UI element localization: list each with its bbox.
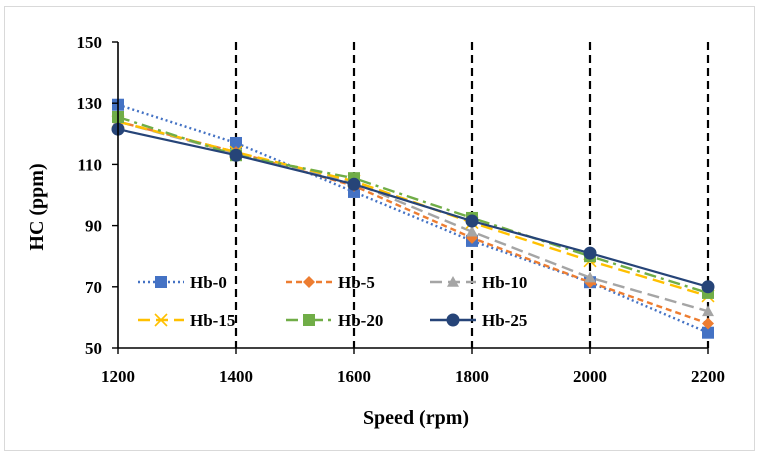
legend-item-hb-0: Hb-0 <box>138 273 227 292</box>
x-tick-label: 1200 <box>101 367 135 386</box>
y-tick-label: 110 <box>77 155 102 174</box>
legend-item-hb-20: Hb-20 <box>286 311 383 330</box>
series-hb-25 <box>111 122 715 294</box>
legend-marker <box>154 313 168 327</box>
axes <box>112 41 709 354</box>
data-point-hb-25 <box>583 246 597 260</box>
y-tick-label: 130 <box>77 94 103 113</box>
y-tick-label: 150 <box>77 33 103 52</box>
tick-labels: 50 70 90 110 130 150 1200 1400 1600 1800 2000 2200 <box>77 33 726 386</box>
legend-marker <box>155 276 167 288</box>
legend-label: Hb-0 <box>190 273 227 292</box>
legend-item-hb-10: Hb-10 <box>430 273 527 292</box>
x-tick-label: 1800 <box>455 367 489 386</box>
legend-item-hb-5: Hb-5 <box>286 273 375 292</box>
data-point-hb-10 <box>702 305 714 317</box>
legend-marker <box>303 276 315 288</box>
y-axis-title: HC (ppm) <box>26 163 48 250</box>
legend-marker <box>446 313 460 327</box>
data-point-hb-25 <box>465 214 479 228</box>
data-point-hb-5 <box>702 317 714 330</box>
series-line-hb-0 <box>117 103 709 334</box>
y-tick-label: 70 <box>85 278 102 297</box>
series-line-hb-25 <box>117 128 709 288</box>
chart-frame <box>4 6 755 451</box>
legend-marker-stroke-b <box>154 313 168 327</box>
data-point-hb-10 <box>584 271 596 283</box>
y-tick-label: 90 <box>85 217 102 236</box>
series-lines <box>111 98 715 339</box>
legend-label: Hb-5 <box>338 273 375 292</box>
y-tick-label: 50 <box>85 339 102 358</box>
legend-marker <box>447 276 459 287</box>
legend-label: Hb-15 <box>190 311 235 330</box>
x-tick-label: 2000 <box>573 367 607 386</box>
legend-label: Hb-20 <box>338 311 383 330</box>
data-point-hb-25 <box>229 148 243 162</box>
legend-item-hb-25: Hb-25 <box>430 311 527 330</box>
x-tick-label: 2200 <box>691 367 725 386</box>
series-line-hb-5 <box>117 120 709 325</box>
data-point-hb-25 <box>701 280 715 294</box>
legend-item-hb-15: Hb-15 <box>138 311 235 330</box>
x-axis-title: Speed (rpm) <box>363 407 469 429</box>
legend-label: Hb-25 <box>482 311 527 330</box>
legend: Hb-0 Hb-5 Hb-10 Hb-15 Hb-20 Hb-25 <box>138 273 527 330</box>
data-point-hb-10 <box>466 225 478 237</box>
series-line-hb-20 <box>117 115 709 295</box>
data-point-hb-25 <box>347 177 361 191</box>
x-tick-label: 1400 <box>219 367 253 386</box>
legend-marker <box>303 314 315 326</box>
series-hb-0 <box>112 98 714 339</box>
legend-label: Hb-10 <box>482 273 527 292</box>
series-line-hb-15 <box>117 120 709 298</box>
x-tick-label: 1600 <box>337 367 371 386</box>
data-point-hb-0 <box>702 326 714 339</box>
data-point-hb-0 <box>230 136 242 149</box>
